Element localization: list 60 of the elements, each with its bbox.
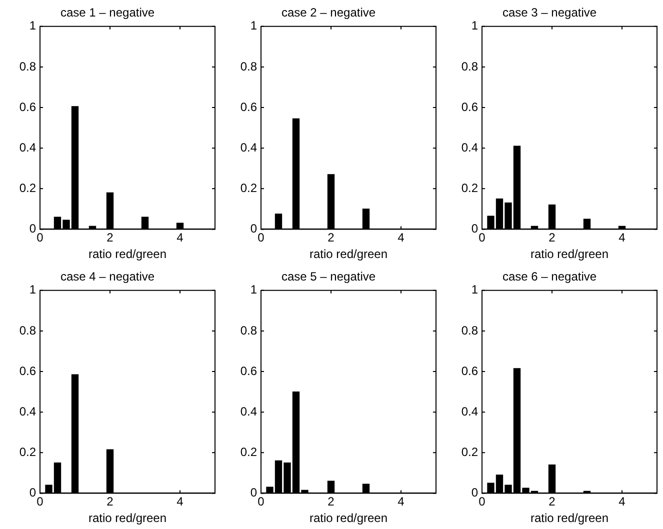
y-tick-label: 0.2 — [19, 180, 36, 195]
x-axis-title: ratio red/green — [530, 511, 609, 526]
chart-title: case 2 – negative — [281, 6, 376, 20]
x-axis-title: ratio red/green — [309, 511, 388, 526]
y-tick-label: 0.6 — [461, 100, 478, 114]
y-tick-label: 0.6 — [19, 364, 36, 378]
x-tick-label: 4 — [176, 230, 184, 245]
x-axis-title: ratio red/green — [309, 247, 388, 262]
y-tick-label: 1 — [250, 282, 258, 297]
y-tick-label: 0.6 — [19, 100, 36, 114]
y-tick-label: 1 — [250, 18, 258, 33]
chart-title: case 4 – negative — [60, 270, 155, 284]
y-tick-label: 0.8 — [19, 323, 36, 338]
y-tick-label: 0.6 — [240, 100, 258, 114]
x-tick-label: 2 — [328, 230, 335, 245]
y-tick-label: 0.4 — [19, 140, 36, 154]
y-tick-label: 0.2 — [461, 180, 478, 195]
y-tick-label: 1 — [471, 282, 478, 297]
x-axis-title: ratio red/green — [88, 247, 167, 262]
y-tick-label: 0.6 — [240, 364, 258, 378]
x-tick-label: 2 — [106, 494, 114, 509]
y-tick-label: 0 — [250, 486, 258, 500]
y-tick-label: 0.2 — [461, 444, 478, 459]
x-axis-title: ratio red/green — [530, 247, 609, 262]
x-tick-label: 2 — [328, 494, 335, 509]
y-tick-label: 1 — [471, 18, 478, 33]
x-tick-label: 2 — [548, 494, 556, 509]
y-tick-label: 0.4 — [240, 140, 258, 154]
x-tick-label: 2 — [548, 230, 556, 245]
y-tick-label: 0.8 — [461, 59, 478, 74]
y-tick-label: 0 — [29, 222, 36, 236]
y-tick-label: 0 — [250, 222, 258, 236]
y-tick-label: 0 — [471, 486, 478, 500]
x-axis-title: ratio red/green — [88, 511, 167, 526]
y-tick-label: 0.8 — [19, 59, 36, 74]
chart-title: case 5 – negative — [281, 270, 376, 284]
x-tick-label: 4 — [398, 494, 405, 509]
x-tick-label: 4 — [618, 230, 626, 245]
chart-title: case 1 – negative — [60, 6, 155, 20]
y-tick-label: 1 — [29, 18, 36, 33]
x-tick-label: 4 — [618, 494, 626, 509]
y-tick-label: 0.4 — [461, 404, 478, 418]
y-tick-label: 0.2 — [19, 444, 36, 459]
y-tick-label: 0 — [29, 486, 36, 500]
chart-title: case 3 – negative — [502, 6, 597, 20]
y-tick-label: 1 — [29, 282, 36, 297]
x-tick-label: 4 — [398, 230, 405, 245]
y-tick-label: 0.6 — [461, 364, 478, 378]
y-tick-label: 0.2 — [240, 444, 258, 459]
y-tick-label: 0.8 — [240, 59, 258, 74]
y-tick-label: 0.4 — [19, 404, 36, 418]
y-tick-label: 0.8 — [461, 323, 478, 338]
y-tick-label: 0.2 — [240, 180, 258, 195]
y-tick-label: 0.4 — [240, 404, 258, 418]
chart-title: case 6 – negative — [502, 270, 597, 284]
x-tick-label: 2 — [106, 230, 114, 245]
x-tick-label: 4 — [176, 494, 184, 509]
y-tick-label: 0.8 — [240, 323, 258, 338]
y-tick-label: 0 — [471, 222, 478, 236]
y-tick-label: 0.4 — [461, 140, 478, 154]
